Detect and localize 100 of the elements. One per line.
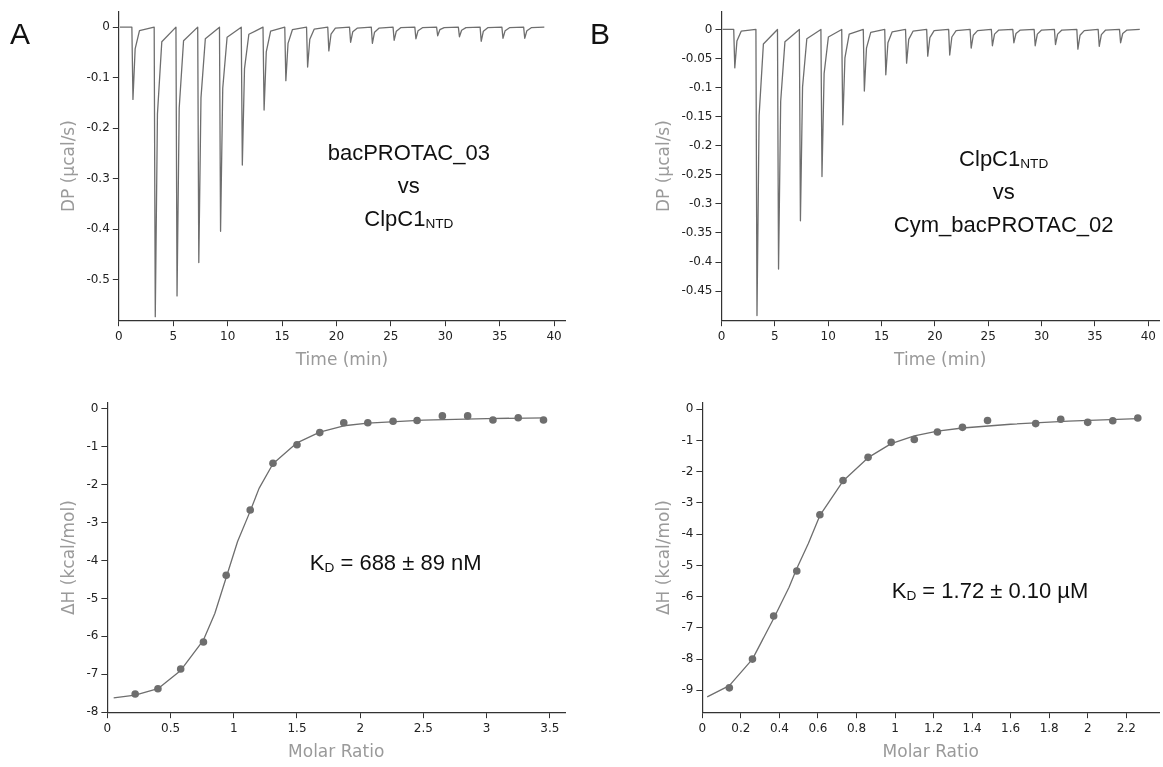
point — [725, 684, 734, 692]
y-tick-label: -8 — [86, 704, 99, 719]
x-tick-label: 20 — [927, 328, 943, 343]
annotation: KD = 688 ± 89 nM — [309, 549, 482, 575]
y-tick-label: -0.3 — [86, 170, 110, 185]
x-tick-label: 10 — [220, 328, 236, 343]
x-tick-label: 1.6 — [1001, 720, 1021, 735]
point — [1031, 419, 1040, 428]
point — [389, 417, 397, 426]
x-tick-label: 0.5 — [161, 720, 181, 735]
x-tick-label: 20 — [328, 328, 345, 343]
text: A — [10, 17, 31, 50]
y-tick-label: -2 — [86, 476, 99, 491]
x-tick-label: 1 — [891, 720, 899, 735]
y-tick-label: -0.4 — [86, 221, 110, 236]
y-tick-label: -1 — [86, 438, 99, 453]
point — [816, 511, 824, 519]
point — [958, 423, 967, 432]
x-tick-label: 15 — [873, 328, 890, 343]
point — [339, 418, 348, 427]
x-tick-label: 0.6 — [808, 720, 828, 735]
y-tick-label: -5 — [86, 590, 99, 605]
point — [514, 414, 523, 422]
point — [489, 416, 497, 424]
y-axis-title: DP (µcal/s) — [57, 120, 78, 213]
x-axis-title: Time (min) — [294, 349, 389, 370]
point — [864, 453, 872, 462]
y-tick-label: -3 — [681, 495, 694, 510]
x-tick-label: 1.2 — [924, 720, 944, 735]
point — [293, 440, 301, 449]
x-tick-label: 1.5 — [287, 720, 307, 735]
point — [315, 428, 324, 437]
point — [792, 567, 801, 575]
point — [748, 655, 757, 663]
x-tick-label: 30 — [1033, 328, 1050, 343]
y-tick-label: -0.4 — [689, 254, 713, 269]
annotation: bacPROTAC_03 vs ClpC1NTD — [327, 139, 490, 231]
y-tick-label: -4 — [86, 552, 99, 567]
point — [1108, 417, 1117, 425]
y-tick-label: -6 — [86, 628, 99, 643]
x-tick-label: 0 — [717, 328, 726, 343]
x-tick-label: 2.5 — [413, 720, 433, 735]
x-tick-label: 2.2 — [1116, 720, 1136, 735]
x-tick-label: 3.5 — [540, 720, 560, 735]
point — [839, 476, 847, 485]
x-tick-label: 1 — [229, 720, 238, 735]
y-axis-title: ΔH (kcal/mol) — [57, 500, 78, 616]
point — [1083, 418, 1092, 427]
point — [222, 571, 230, 580]
point — [413, 416, 421, 425]
y-tick-label: 0 — [90, 400, 99, 415]
x-tick-label: 0 — [114, 328, 123, 343]
point — [363, 418, 372, 427]
x-tick-label: 1.4 — [962, 720, 982, 735]
point — [463, 412, 472, 420]
point — [438, 412, 447, 420]
y-tick-label: -0.2 — [689, 137, 713, 152]
point — [539, 416, 548, 424]
x-tick-label: 30 — [437, 328, 453, 343]
x-axis-title: Molar Ratio — [288, 741, 385, 762]
y-tick-label: -7 — [86, 666, 99, 681]
text: B — [590, 17, 611, 50]
point — [910, 435, 919, 444]
y-tick-label: -0.5 — [86, 271, 110, 286]
x-tick-label: 5 — [169, 328, 178, 343]
x-tick-label: 15 — [274, 328, 290, 343]
y-tick-label: -0.45 — [681, 283, 713, 298]
point — [1056, 415, 1065, 424]
x-tick-label: 2 — [356, 720, 365, 735]
x-tick-label: 40 — [546, 328, 562, 343]
y-tick-label: -3 — [86, 514, 99, 529]
point — [983, 416, 992, 425]
annotation: ClpC1NTD vs Cym_bacPROTAC_02 — [893, 146, 1114, 238]
y-tick-label: -6 — [681, 588, 694, 603]
point — [199, 638, 208, 646]
y-tick-label: -0.15 — [681, 108, 713, 123]
y-tick-label: -0.25 — [681, 166, 713, 181]
x-tick-label: 3 — [482, 720, 491, 735]
x-tick-label: 5 — [770, 328, 779, 343]
x-tick-label: 0.4 — [769, 720, 789, 735]
point — [269, 459, 277, 468]
x-tick-label: 35 — [492, 328, 508, 343]
y-tick-label: 0 — [685, 401, 694, 416]
x-tick-label: 35 — [1087, 328, 1103, 343]
y-tick-label: -5 — [681, 557, 694, 572]
point — [1134, 414, 1142, 422]
y-axis-title: ΔH (kcal/mol) — [652, 500, 673, 616]
point — [769, 612, 778, 620]
annotation: KD = 1.72 ± 0.10 µM — [891, 577, 1089, 603]
point — [887, 438, 895, 447]
y-tick-label: -7 — [681, 620, 694, 634]
point — [176, 665, 185, 673]
y-tick-label: -0.05 — [681, 50, 713, 65]
x-axis-title: Time (min) — [893, 349, 987, 370]
y-tick-label: 0 — [102, 19, 110, 34]
y-tick-label: -1 — [681, 432, 694, 447]
x-tick-label: 25 — [383, 328, 399, 343]
y-tick-label: -9 — [681, 682, 694, 697]
x-tick-label: 25 — [980, 328, 996, 343]
point — [131, 690, 139, 698]
